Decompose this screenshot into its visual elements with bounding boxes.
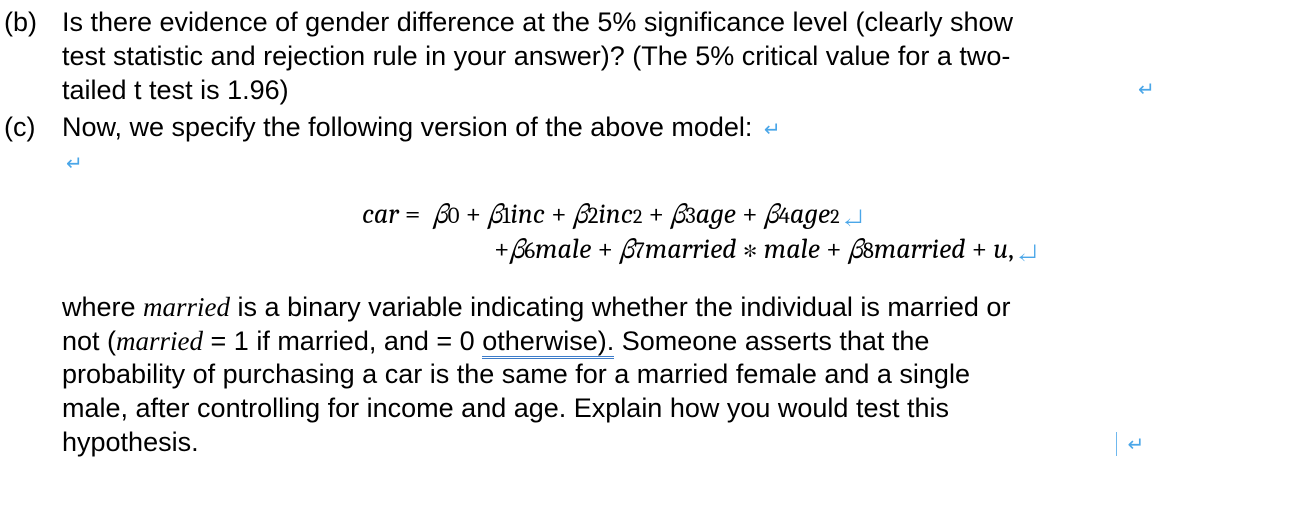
equation-line-2: +β6male + β7married ∗ male + β8married +… [62,232,1300,267]
paragraph-mark-icon: ↵ [764,118,781,143]
paragraph-mark-icon: ↵ [1128,433,1145,458]
equation-block: car = β0 + β1inc + β2inc2 + β3age + β4ag… [62,197,1300,267]
c-body-1b-math: married [143,292,230,322]
b-line2: test statistic and rejection rule in you… [62,41,1010,71]
c-body-2b-math: married [116,326,203,356]
list-item-c: (c) Now, we specify the following versio… [4,111,1300,459]
c-body-1a: where [62,292,143,322]
c-body-2a: not ( [62,326,116,356]
b-line1: Is there evidence of gender difference a… [62,7,1013,37]
paragraph-mark-icon: ↵ [1138,78,1155,103]
text-cursor-icon [1116,432,1117,456]
list-item-b: (b) Is there evidence of gender differen… [4,6,1300,107]
equation-line-1: car = β0 + β1inc + β2inc2 + β3age + β4ag… [62,197,1300,232]
cursor-with-mark: ↵ [1116,426,1144,460]
c-body-1c: is a binary variable indicating whether … [230,292,1010,322]
c-body-4: male, after controlling for income and a… [62,393,949,423]
paragraph-mark-icon: ↵ [844,204,863,229]
item-label-c: (c) [4,111,62,459]
c-body: where married is a binary variable indic… [62,291,1300,460]
paragraph-mark-icon: ↵ [66,152,83,177]
b-line3: tailed t test is 1.96) [62,75,289,105]
c-intro: Now, we specify the following version of… [62,112,752,142]
c-body-5: hypothesis. [62,427,199,457]
paragraph-mark-icon: ↵ [1018,239,1037,264]
c-body-2c: = 1 if married, and = 0 [203,326,482,356]
c-body-2d-underlined: otherwise). [482,326,614,359]
c-body-3: probability of purchasing a car is the s… [62,359,970,389]
item-c-content: Now, we specify the following version of… [62,111,1300,459]
item-label-b: (b) [4,6,62,107]
document-page: (b) Is there evidence of gender differen… [0,0,1304,472]
c-body-2e: Someone asserts that the [614,326,929,356]
item-b-content: Is there evidence of gender difference a… [62,6,1300,107]
